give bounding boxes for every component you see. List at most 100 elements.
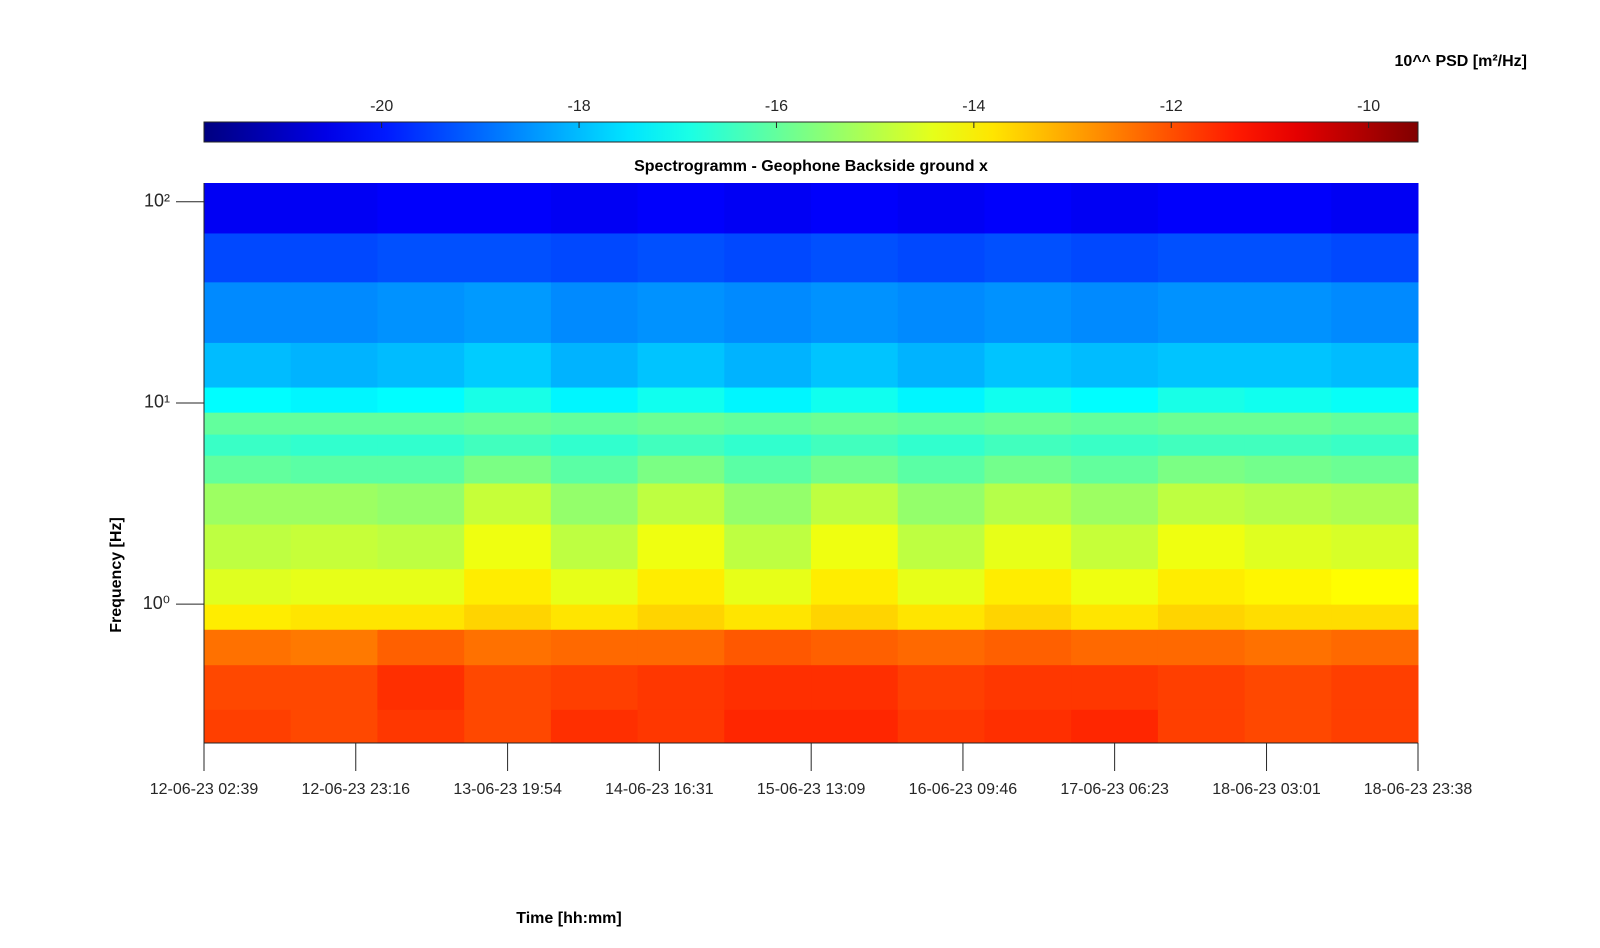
heatmap-cell (290, 412, 378, 435)
heatmap-cell (984, 604, 1072, 630)
heatmap-cell (204, 664, 292, 710)
heatmap-cell (811, 709, 899, 744)
heatmap-cell (550, 412, 639, 435)
heatmap-cell (204, 281, 292, 343)
heatmap-cell (550, 629, 639, 666)
heatmap-cell (1157, 342, 1246, 388)
heatmap-cell (811, 524, 899, 570)
heatmap-cell (1071, 183, 1159, 234)
heatmap-cell (811, 387, 899, 413)
heatmap-cell (897, 387, 985, 413)
heatmap-cell (550, 434, 639, 456)
heatmap-cell (1244, 232, 1332, 283)
colorbar-label: 10^^ PSD [m²/Hz] (1395, 53, 1527, 70)
heatmap-cell (1071, 568, 1159, 605)
heatmap-cell (1331, 434, 1419, 456)
heatmap-cell (290, 232, 378, 283)
heatmap-cell (724, 604, 812, 630)
heatmap-cell (897, 524, 985, 570)
x-axis-label: Time [hh:mm] (516, 910, 621, 927)
heatmap-cell (637, 412, 725, 435)
heatmap-cell (1331, 709, 1419, 744)
heatmap-cell (897, 434, 985, 456)
heatmap-cell (811, 455, 899, 484)
heatmap-cell (897, 412, 985, 435)
heatmap-cell (204, 483, 292, 525)
colorbar (203, 121, 1419, 143)
heatmap-cell (1244, 709, 1332, 744)
y-tick-label: 10⁰ (143, 593, 170, 613)
heatmap-cell (290, 664, 378, 710)
heatmap-cell (724, 524, 812, 570)
heatmap-cell (1071, 629, 1159, 666)
heatmap-cell (377, 629, 465, 666)
heatmap-cell (1331, 281, 1419, 343)
heatmap-cell (204, 629, 292, 666)
heatmap-cell (377, 664, 465, 710)
heatmap-cell (1331, 387, 1419, 413)
heatmap-cell (1331, 664, 1419, 710)
heatmap-cell (984, 524, 1072, 570)
heatmap-cell (464, 412, 552, 435)
heatmap-cell (1244, 281, 1332, 343)
heatmap-cell (897, 183, 985, 234)
heatmap-cell (1157, 629, 1246, 666)
heatmap-cell (377, 183, 465, 234)
heatmap-cell (1071, 387, 1159, 413)
heatmap-cell (897, 483, 985, 525)
heatmap-cell (377, 709, 465, 744)
heatmap-cell (1157, 412, 1246, 435)
heatmap-cell (897, 709, 985, 744)
heatmap-cell (1244, 434, 1332, 456)
heatmap-cell (1157, 434, 1246, 456)
heatmap-cell (724, 629, 812, 666)
heatmap-cell (984, 387, 1072, 413)
heatmap-cell (724, 434, 812, 456)
heatmap-cell (724, 664, 812, 710)
heatmap-cell (290, 568, 378, 605)
heatmap-cell (1331, 342, 1419, 388)
heatmap-cell (637, 483, 725, 525)
heatmap-cell (290, 483, 378, 525)
heatmap-cell (984, 342, 1072, 388)
heatmap-cell (637, 629, 725, 666)
heatmap-cell (897, 455, 985, 484)
heatmap-cell (637, 664, 725, 710)
heatmap-cell (1157, 232, 1246, 283)
heatmap-cell (1244, 524, 1332, 570)
heatmap-cell (290, 183, 378, 234)
heatmap-cell (984, 568, 1072, 605)
heatmap-cell (550, 568, 639, 605)
heatmap-cell (1071, 434, 1159, 456)
heatmap-cell (1331, 455, 1419, 484)
heatmap-cell (724, 281, 812, 343)
heatmap-cell (1157, 483, 1246, 525)
heatmap-cell (204, 412, 292, 435)
heatmap-cell (464, 183, 552, 234)
colorbar-tick-label: -16 (765, 98, 788, 115)
heatmap-cell (464, 629, 552, 666)
heatmap-cell (897, 629, 985, 666)
heatmap-cell (897, 568, 985, 605)
heatmap-cell (637, 524, 725, 570)
heatmap-cell (724, 387, 812, 413)
heatmap-cell (550, 455, 639, 484)
heatmap-cell (1071, 709, 1159, 744)
heatmap-cell (811, 604, 899, 630)
heatmap-cell (984, 709, 1072, 744)
heatmap-cell (811, 434, 899, 456)
heatmap-cell (724, 412, 812, 435)
heatmap-cell (984, 664, 1072, 710)
heatmap-cell (464, 342, 552, 388)
heatmap-cell (637, 342, 725, 388)
y-axis-label: Frequency [Hz] (108, 517, 125, 633)
heatmap-cell (464, 709, 552, 744)
heatmap-cell (637, 709, 725, 744)
heatmap-cell (550, 232, 639, 283)
heatmap-cell (290, 387, 378, 413)
heatmap-cell (1244, 183, 1332, 234)
heatmap-cell (1157, 281, 1246, 343)
heatmap-cell (550, 483, 639, 525)
heatmap-cell (1331, 183, 1419, 234)
heatmap-cell (637, 183, 725, 234)
